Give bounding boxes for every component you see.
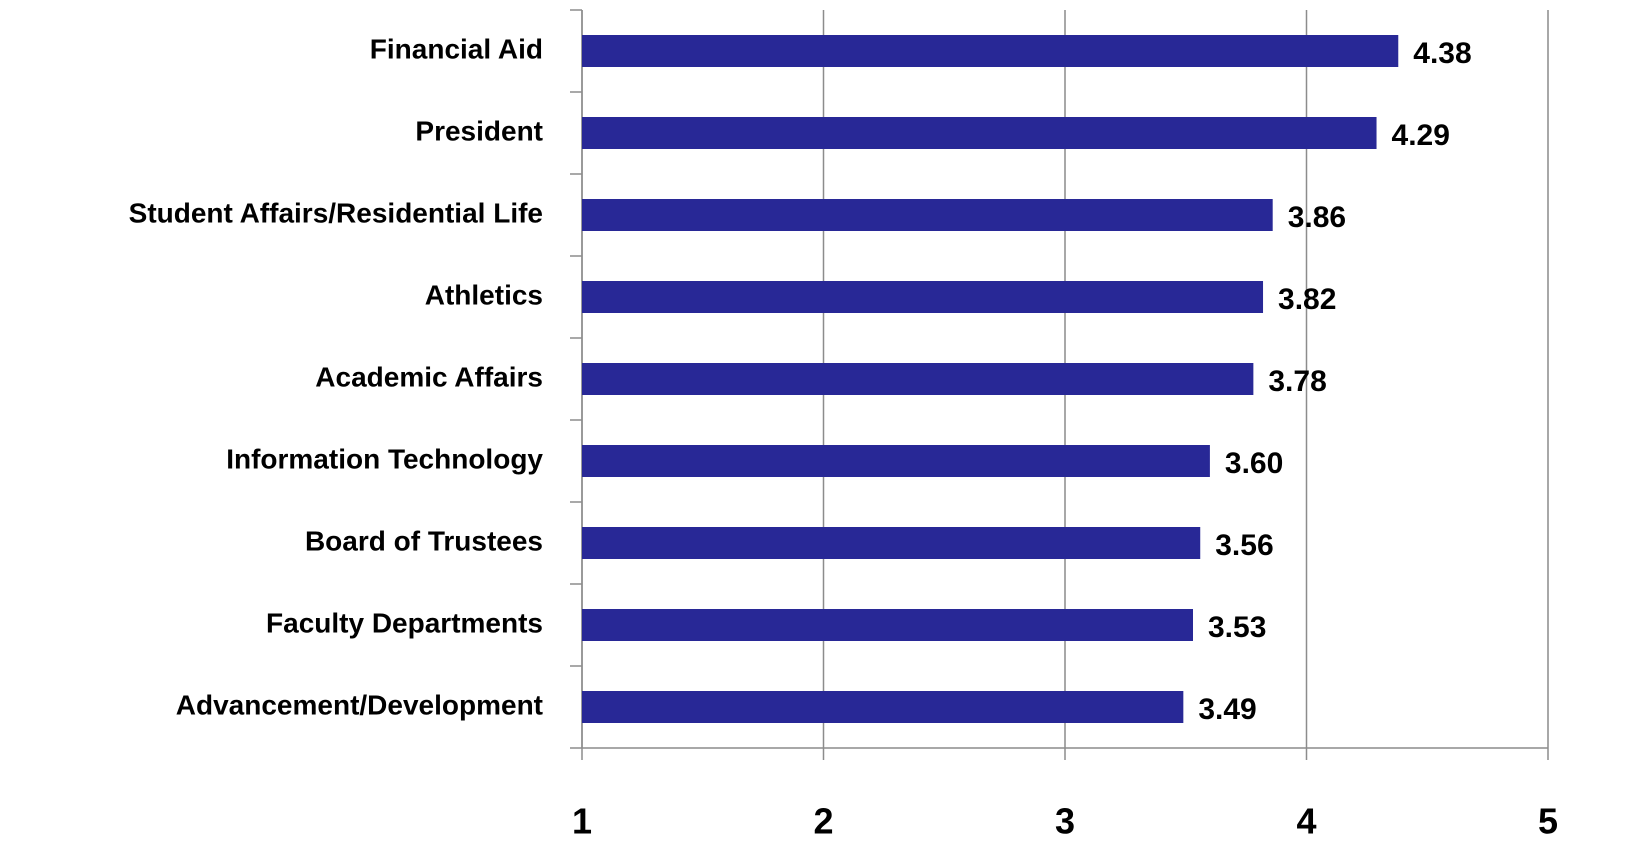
y-tick-label: Financial Aid — [370, 33, 543, 64]
bar — [582, 445, 1210, 477]
bar — [582, 281, 1264, 313]
y-tick-label: President — [415, 115, 543, 146]
x-tick-label: 4 — [1296, 801, 1316, 842]
value-label: 3.49 — [1198, 693, 1256, 726]
bar — [582, 117, 1377, 149]
y-tick-label: Faculty Departments — [266, 607, 543, 638]
x-tick-label: 5 — [1538, 801, 1558, 842]
bar — [582, 609, 1193, 641]
x-tick-label: 2 — [813, 801, 833, 842]
y-tick-label: Board of Trustees — [305, 525, 543, 556]
y-tick-label: Information Technology — [226, 443, 543, 474]
bar — [582, 527, 1201, 559]
bar — [582, 691, 1184, 723]
value-label: 3.78 — [1268, 365, 1326, 398]
value-label: 3.53 — [1208, 611, 1266, 644]
y-tick-label: Athletics — [425, 279, 543, 310]
x-tick-label: 1 — [572, 801, 592, 842]
bar — [582, 199, 1273, 231]
value-label: 3.82 — [1278, 283, 1336, 316]
y-tick-label: Academic Affairs — [315, 361, 543, 392]
value-label: 3.60 — [1225, 447, 1283, 480]
value-label: 4.38 — [1413, 37, 1471, 70]
y-tick-label: Student Affairs/Residential Life — [129, 197, 543, 228]
bar — [582, 35, 1399, 67]
value-label: 3.56 — [1215, 529, 1273, 562]
bar — [582, 363, 1254, 395]
x-tick-label: 3 — [1055, 801, 1075, 842]
value-label: 4.29 — [1392, 119, 1450, 152]
y-tick-label: Advancement/Development — [176, 689, 543, 720]
value-label: 3.86 — [1288, 201, 1346, 234]
